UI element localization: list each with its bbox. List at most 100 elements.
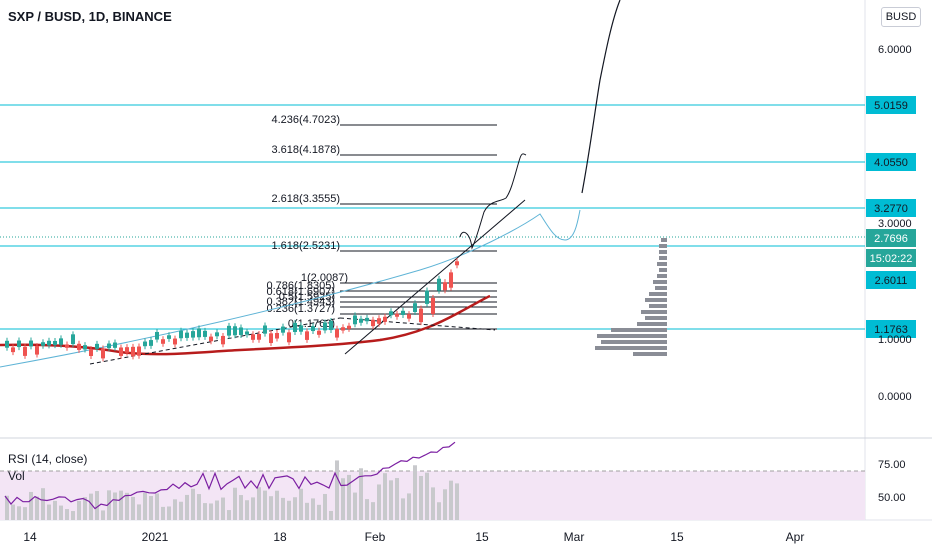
fib-label: 1(2.0087) [301,272,348,284]
volume-bar [197,494,201,520]
candle-body [317,330,321,335]
candle-body [137,346,141,356]
volume-profile-row [611,328,667,332]
candle-body [305,331,309,340]
volume-bar [41,488,45,520]
volume-bar [185,494,189,520]
volume-bar [305,502,309,520]
volume-bar [353,492,357,520]
candle-body [359,318,363,323]
current-price-tag: 2.7696 [874,233,908,245]
candle-body [335,328,339,338]
candle-body [107,343,111,349]
volume-bar [419,475,423,520]
volume-bar [71,511,75,520]
volume-profile-row [649,304,667,308]
volume-profile-row [659,244,667,248]
symbol-title[interactable]: SXP / BUSD, 1D, BINANCE [8,9,172,24]
time-tick: 14 [23,530,37,544]
candle-body [11,347,15,353]
price-tick: 6.0000 [878,44,912,56]
candle-body [77,343,81,350]
volume-bar [59,505,63,520]
volume-bar [437,502,441,520]
candle-body [287,332,291,343]
candle-body [257,333,261,340]
volume-bar [359,468,363,520]
volume-bar [173,499,177,520]
candle-body [221,335,225,345]
candle-body [239,327,243,335]
candle-body [209,336,213,342]
volume-bar [449,480,453,520]
time-tick: 15 [670,530,684,544]
candle-body [215,332,219,337]
volume-profile-row [595,346,667,350]
volume-bar [377,484,381,520]
countdown-bg [866,249,916,267]
level-tag-bg [866,153,916,171]
volume-bar [125,492,129,520]
volume-bar [413,465,417,520]
vol-label[interactable]: Vol [8,469,25,483]
volume-bar [401,498,405,520]
volume-bar [143,492,147,520]
candle-body [383,316,387,322]
volume-profile-row [659,256,667,260]
projection-drawing-2 [581,0,621,194]
fib-label: 3.618(4.1878) [272,144,341,156]
countdown-tag: 15:02:22 [870,253,913,265]
volume-profile-row [597,334,667,338]
candle-body [59,338,63,345]
volume-profile-row [645,316,667,320]
volume-bar [77,500,81,520]
candle-body [89,349,93,356]
candlesticks [5,258,459,362]
candle-body [143,341,147,347]
volume-bar [257,487,261,520]
level-tag: 1.1763 [874,324,908,336]
volume-profile-row [655,286,667,290]
time-tick: 15 [475,530,489,544]
volume-bar [191,488,195,520]
volume-bar [131,496,135,520]
candle-body [47,340,51,346]
volume-profile-row [653,280,667,284]
level-labels: 5.0159 4.0550 3.2770 2.6011 1.1763 2.7696 15:0… [866,96,916,338]
volume-bar [101,510,105,520]
volume-bar [239,495,243,520]
volume-bar [287,500,291,520]
level-tag: 3.2770 [874,203,908,215]
candle-body [281,326,285,333]
projection-drawing [459,153,527,250]
fib-label: 0.236(1.3727) [267,303,336,315]
candle-body [251,334,255,340]
volume-profile-row [645,298,667,302]
candle-body [233,326,237,336]
level-tag-bg [866,320,916,338]
currency-badge[interactable]: BUSD [881,7,921,27]
candle-body [53,341,57,346]
fib-label: 1.618(2.5231) [272,240,341,252]
rsi-title[interactable]: RSI (14, close) [8,452,88,466]
candle-body [149,340,153,346]
price-tick: 0.0000 [878,391,912,403]
volume-bar [251,497,255,520]
candle-body [155,331,159,340]
volume-bar [53,500,57,520]
candle-body [113,342,117,348]
candle-body [17,340,21,348]
fib-label: 0.618(1.6907) [267,286,336,298]
time-tick: 18 [273,530,287,544]
volume-bar [227,510,231,520]
volume-bar [11,504,15,520]
volume-bar [323,493,327,520]
price-tick: 1.0000 [878,334,912,346]
volume-bar [215,500,219,520]
volume-bar [389,480,393,520]
candle-body [131,346,135,357]
time-tick: Mar [564,530,585,544]
volume-bar [407,493,411,520]
volume-bar [233,487,237,520]
